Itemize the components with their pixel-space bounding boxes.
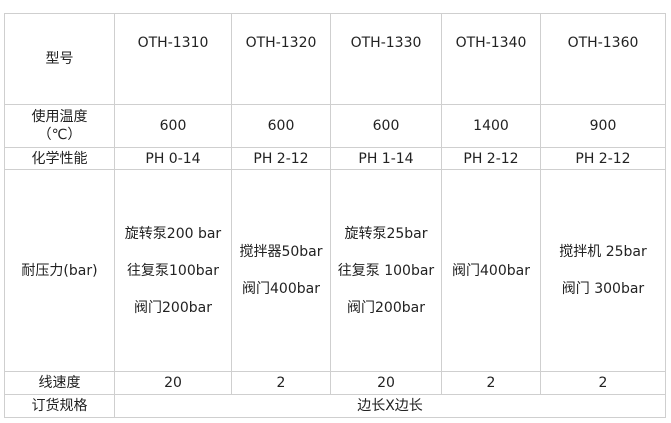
row-label-speed: 线速度 <box>4 371 115 395</box>
row-label-pressure: 耐压力(bar) <box>4 169 115 372</box>
temp-label-line1: 使用温度 <box>31 109 88 125</box>
row-label-model: 型号 <box>4 13 115 105</box>
pressure-cell: 阀门400bar <box>441 169 541 372</box>
chemical-cell: PH 2-12 <box>441 147 541 170</box>
pressure-cell: 旋转泵25bar 往复泵 100bar 阀门200bar <box>330 169 442 372</box>
pressure-line: 阀门200bar <box>134 299 212 316</box>
speed-cell: 2 <box>540 371 666 395</box>
temperature-row: 使用温度 （℃） 600 600 600 1400 900 <box>4 104 666 148</box>
pressure-row: 耐压力(bar) 旋转泵200 bar 往复泵100bar 阀门200bar 搅拌器… <box>4 169 666 372</box>
pressure-line: 往复泵100bar <box>127 262 219 279</box>
speed-cell: 20 <box>330 371 442 395</box>
speed-cell: 2 <box>441 371 541 395</box>
model-cell: OTH-1310 <box>114 13 232 105</box>
row-label-chemical: 化学性能 <box>4 147 115 170</box>
model-cell: OTH-1340 <box>441 13 541 105</box>
pressure-line: 往复泵 100bar <box>337 262 435 279</box>
speed-cell: 2 <box>231 371 331 395</box>
pressure-line: 阀门200bar <box>347 299 425 316</box>
row-label-temperature: 使用温度 （℃） <box>4 104 115 148</box>
pressure-line: 搅拌器50bar <box>239 244 323 260</box>
order-row: 订货规格 边长X边长 <box>4 394 666 418</box>
chemical-cell: PH 2-12 <box>231 147 331 170</box>
speed-row: 线速度 20 2 20 2 2 <box>4 371 666 395</box>
product-spec-table: 型号 OTH-1310 OTH-1320 OTH-1330 OTH-1340 O… <box>4 13 666 418</box>
chemical-cell: PH 1-14 <box>330 147 442 170</box>
pressure-line: 阀门400bar <box>242 281 320 297</box>
row-label-order: 订货规格 <box>4 394 115 418</box>
pressure-cell: 搅拌机 25bar 阀门 300bar <box>540 169 666 372</box>
pressure-line: 阀门 300bar <box>561 281 645 297</box>
pressure-line: 搅拌机 25bar <box>559 244 647 260</box>
temperature-cell: 1400 <box>441 104 541 148</box>
chemical-row: 化学性能 PH 0-14 PH 2-12 PH 1-14 PH 2-12 PH … <box>4 147 666 170</box>
pressure-line: 旋转泵25bar <box>344 225 428 242</box>
model-cell: OTH-1320 <box>231 13 331 105</box>
temperature-cell: 600 <box>114 104 232 148</box>
chemical-cell: PH 2-12 <box>540 147 666 170</box>
pressure-line: 阀门400bar <box>452 262 530 279</box>
model-cell: OTH-1330 <box>330 13 442 105</box>
pressure-cell: 搅拌器50bar 阀门400bar <box>231 169 331 372</box>
pressure-line: 旋转泵200 bar <box>124 225 222 242</box>
model-cell: OTH-1360 <box>540 13 666 105</box>
speed-cell: 20 <box>114 371 232 395</box>
temp-label-line2: （℃） <box>37 127 82 143</box>
temperature-cell: 600 <box>231 104 331 148</box>
chemical-cell: PH 0-14 <box>114 147 232 170</box>
pressure-cell: 旋转泵200 bar 往复泵100bar 阀门200bar <box>114 169 232 372</box>
temperature-cell: 600 <box>330 104 442 148</box>
model-row: 型号 OTH-1310 OTH-1320 OTH-1330 OTH-1340 O… <box>4 13 666 105</box>
temperature-cell: 900 <box>540 104 666 148</box>
order-spec-cell: 边长X边长 <box>114 394 666 418</box>
